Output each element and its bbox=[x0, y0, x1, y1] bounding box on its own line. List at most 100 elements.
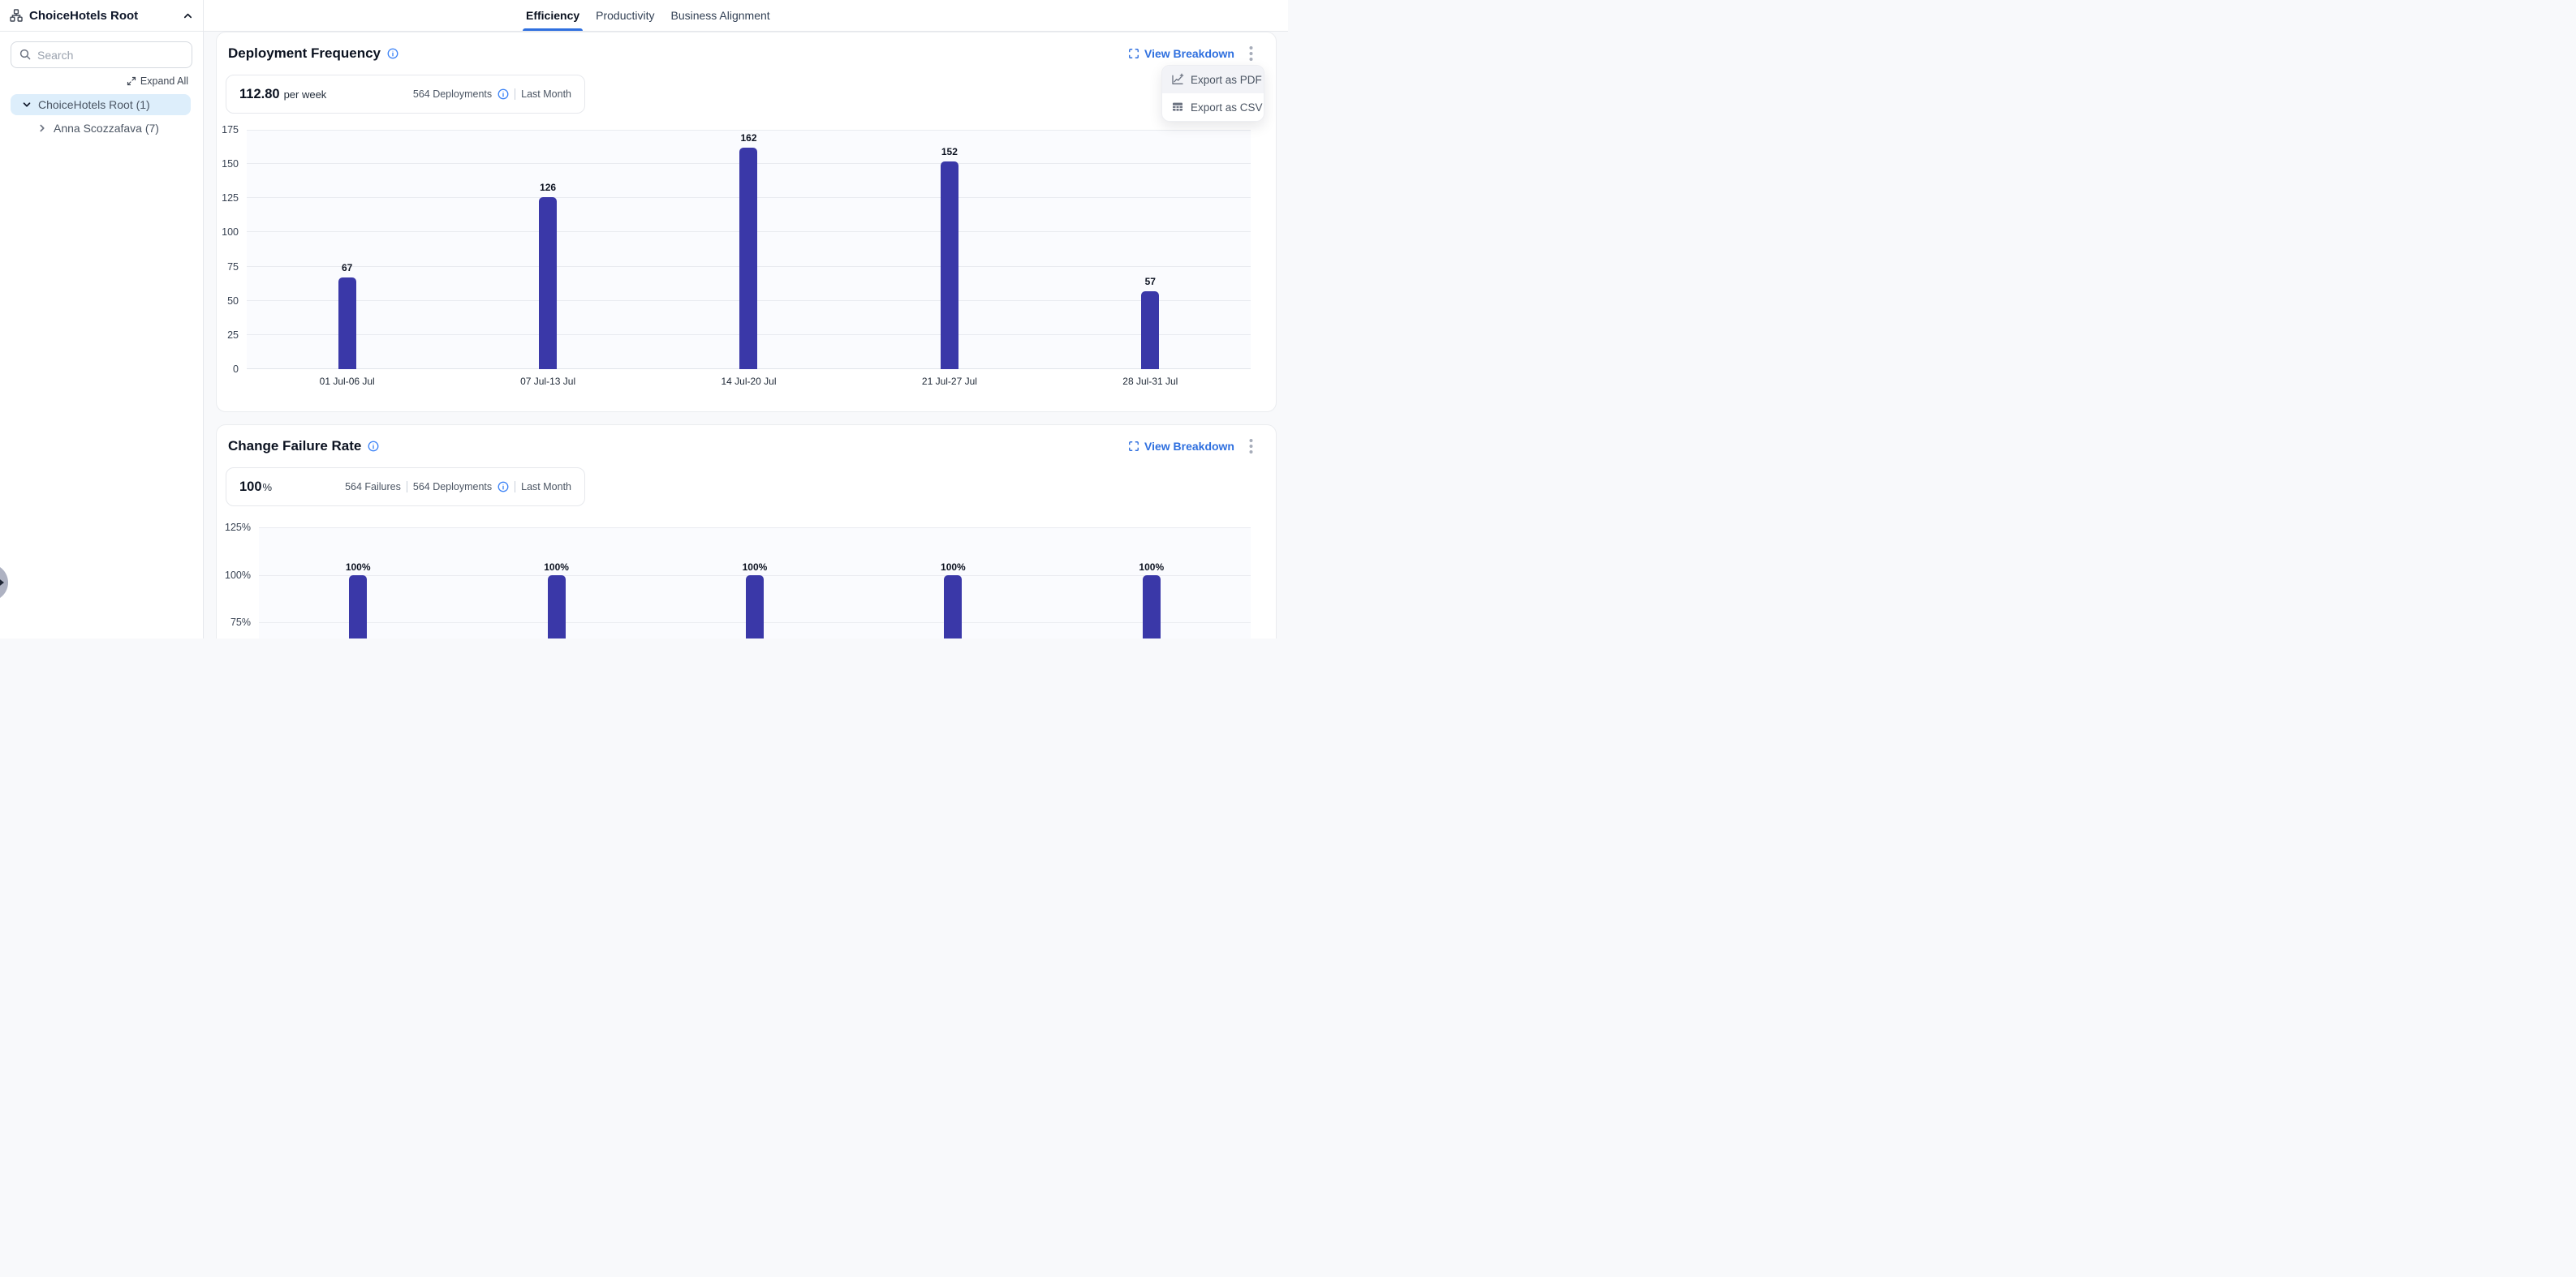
deployment-frequency-card: Deployment Frequency bbox=[216, 32, 1277, 412]
deployments-count: 564 Deployments bbox=[412, 88, 493, 100]
sidebar: ChoiceHotels Root bbox=[0, 0, 204, 638]
tree-item-anna-scozzafava[interactable]: Anna Scozzafava (7) bbox=[11, 118, 191, 139]
cfr-bar[interactable] bbox=[1142, 574, 1161, 638]
expand-all-button[interactable]: Expand All bbox=[0, 75, 188, 87]
cfr-stat-box: 100 % 564 Failures 564 Deployments Last … bbox=[226, 467, 585, 506]
y-axis-tick-label: 175 bbox=[222, 124, 239, 135]
deployment-chart-x-labels: 01 Jul-06 Jul 07 Jul-13 Jul 14 Jul-20 Jul 2… bbox=[247, 376, 1251, 387]
deployment-bar[interactable] bbox=[940, 161, 958, 369]
top-tab-bar: Efficiency Productivity Business Alignme… bbox=[204, 0, 1288, 32]
sidebar-header: ChoiceHotels Root bbox=[0, 0, 203, 32]
failures-count: 564 Failures bbox=[345, 481, 401, 492]
kebab-menu-icon[interactable] bbox=[1247, 44, 1255, 63]
table-icon bbox=[1171, 101, 1184, 114]
view-breakdown-label: View Breakdown bbox=[1144, 440, 1234, 453]
cfr-chart: 75% 100% 125% 100% 100% 100% 100% 100% bbox=[217, 522, 1276, 638]
tab-efficiency[interactable]: Efficiency bbox=[522, 0, 584, 31]
view-breakdown-label: View Breakdown bbox=[1144, 47, 1234, 60]
card-title: Change Failure Rate bbox=[228, 438, 379, 454]
deployment-bar[interactable] bbox=[739, 147, 758, 369]
cfr-bar[interactable] bbox=[944, 574, 963, 638]
bar-value-label: 100% bbox=[941, 561, 966, 573]
y-axis-tick-label: 75% bbox=[230, 617, 251, 628]
expand-fullscreen-icon bbox=[1128, 441, 1139, 452]
deployment-bar[interactable] bbox=[1141, 290, 1160, 369]
y-axis-tick-label: 0 bbox=[233, 363, 239, 375]
search-icon bbox=[19, 48, 32, 61]
sidebar-search bbox=[11, 41, 192, 68]
edge-panel-toggle[interactable] bbox=[0, 564, 8, 601]
deployment-bar[interactable] bbox=[539, 196, 558, 369]
main-area: Efficiency Productivity Business Alignme… bbox=[204, 0, 1288, 638]
y-axis-tick-label: 125% bbox=[225, 522, 251, 533]
org-tree: ChoiceHotels Root (1) Anna Scozzafava (7… bbox=[0, 94, 203, 139]
bar-value-label: 67 bbox=[342, 262, 353, 274]
content-scroll-area: Deployment Frequency bbox=[204, 32, 1288, 638]
export-dropdown-menu: Export as PDF Export as C bbox=[1161, 65, 1264, 122]
bar-slot: 100% bbox=[1053, 527, 1251, 638]
expand-all-label: Expand All bbox=[140, 75, 188, 87]
deployment-stat-value: 112.80 bbox=[239, 86, 280, 101]
deployment-chart: 0 25 50 75 100 125 150 175 67 126 162 152 57 01 Jul… bbox=[217, 124, 1276, 387]
card-title-text: Deployment Frequency bbox=[228, 45, 381, 61]
bar-value-label: 100% bbox=[742, 561, 768, 573]
tree-item-choicehotels-root[interactable]: ChoiceHotels Root (1) bbox=[11, 94, 191, 115]
x-axis-label: 07 Jul-13 Jul bbox=[520, 376, 576, 387]
org-hierarchy-icon bbox=[10, 9, 23, 22]
change-failure-rate-card: Change Failure Rate bbox=[216, 424, 1277, 638]
info-icon[interactable] bbox=[387, 48, 398, 59]
info-icon[interactable] bbox=[368, 441, 379, 452]
tab-productivity[interactable]: Productivity bbox=[596, 9, 655, 22]
y-axis-tick-label: 75 bbox=[227, 260, 239, 273]
gridline bbox=[259, 527, 1251, 528]
view-breakdown-button[interactable]: View Breakdown bbox=[1128, 440, 1234, 453]
bar-slot: 57 bbox=[1050, 130, 1251, 369]
bar-value-label: 100% bbox=[345, 561, 371, 573]
tab-business-alignment[interactable]: Business Alignment bbox=[670, 9, 770, 22]
info-icon[interactable] bbox=[498, 88, 509, 100]
bar-value-label: 152 bbox=[941, 145, 958, 157]
card-title-text: Change Failure Rate bbox=[228, 438, 362, 454]
info-icon[interactable] bbox=[498, 481, 509, 492]
chevron-down-icon bbox=[22, 100, 32, 110]
bar-value-label: 126 bbox=[540, 181, 557, 193]
x-axis-label: 14 Jul-20 Jul bbox=[721, 376, 777, 387]
bar-slot: 100% bbox=[457, 527, 655, 638]
chevron-right-icon bbox=[37, 123, 47, 133]
expand-fullscreen-icon bbox=[1128, 48, 1139, 59]
cfr-stat-value: 100 bbox=[239, 479, 262, 494]
bar-slot: 100% bbox=[656, 527, 854, 638]
tree-item-label: ChoiceHotels Root (1) bbox=[38, 98, 150, 111]
y-axis-tick-label: 100% bbox=[225, 569, 251, 581]
deployment-bar[interactable] bbox=[338, 277, 356, 369]
cfr-bar[interactable] bbox=[547, 574, 566, 638]
expand-arrows-icon bbox=[127, 76, 136, 86]
search-input[interactable] bbox=[11, 41, 192, 68]
y-axis-tick-label: 50 bbox=[227, 295, 239, 307]
sidebar-collapse-button[interactable] bbox=[183, 11, 193, 21]
menu-item-export-csv[interactable]: Export as CSV bbox=[1162, 93, 1264, 121]
deployment-chart-y-axis: 0 25 50 75 100 125 150 175 bbox=[217, 124, 247, 387]
tree-item-label: Anna Scozzafava (7) bbox=[54, 122, 159, 135]
kebab-menu-icon[interactable] bbox=[1247, 436, 1255, 456]
cfr-bar[interactable] bbox=[349, 574, 368, 638]
menu-item-label: Export as CSV bbox=[1191, 101, 1263, 114]
deployment-chart-plot: 67 126 162 152 57 bbox=[247, 130, 1251, 369]
bar-slot: 67 bbox=[247, 130, 447, 369]
bar-value-label: 162 bbox=[740, 131, 757, 144]
sidebar-title: ChoiceHotels Root bbox=[29, 8, 139, 23]
deployments-count: 564 Deployments bbox=[412, 481, 493, 492]
x-axis-label: 01 Jul-06 Jul bbox=[319, 376, 375, 387]
x-axis-label: 21 Jul-27 Jul bbox=[921, 376, 977, 387]
cfr-chart-y-axis: 75% 100% 125% bbox=[217, 522, 259, 638]
chevron-up-icon bbox=[183, 11, 193, 21]
bar-slot: 152 bbox=[849, 130, 1049, 369]
gridline bbox=[247, 130, 1251, 131]
card-title: Deployment Frequency bbox=[228, 45, 398, 62]
menu-item-export-pdf[interactable]: Export as PDF bbox=[1162, 66, 1264, 93]
deployment-stat-unit: per week bbox=[283, 88, 327, 101]
cfr-bar[interactable] bbox=[745, 574, 764, 638]
view-breakdown-button[interactable]: View Breakdown bbox=[1128, 47, 1234, 60]
bar-value-label: 57 bbox=[1144, 275, 1156, 287]
y-axis-tick-label: 150 bbox=[222, 158, 239, 170]
